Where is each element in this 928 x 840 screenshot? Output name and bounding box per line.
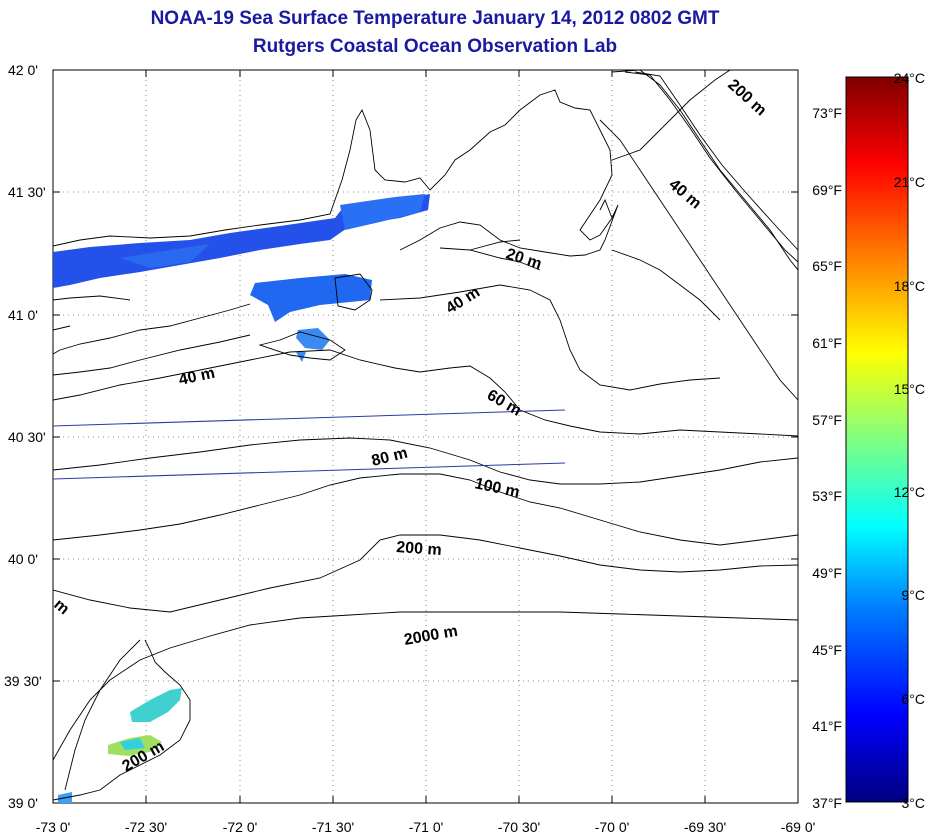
f-label-37: 37°F <box>812 795 842 811</box>
lat-label-40-30: 40 30' <box>8 429 46 445</box>
colorbar <box>845 76 909 803</box>
sst-patch-sound-warm <box>120 244 210 268</box>
sst-patch-canyon-c <box>120 738 145 750</box>
lat-label-42: 42 0' <box>8 62 38 78</box>
lat-label-41-30: 41 30' <box>8 184 46 200</box>
lon-label-73: -73 0' <box>36 819 71 835</box>
c-label-18: 18°C <box>894 278 925 294</box>
lat-label-41: 41 0' <box>8 307 38 323</box>
map-title: NOAA-19 Sea Surface Temperature January … <box>150 8 720 29</box>
c-label-9: 9°C <box>902 587 926 603</box>
lat-label-40: 40 0' <box>8 551 38 567</box>
colorbar-fahrenheit-labels: 73°F 69°F 65°F 61°F 57°F 53°F 49°F 45°F … <box>812 105 842 811</box>
lon-label-72: -72 0' <box>223 819 258 835</box>
c-label-3: 3°C <box>902 795 926 811</box>
f-label-49: 49°F <box>812 565 842 581</box>
axis-ticks <box>53 69 798 803</box>
c-label-21: 21°C <box>894 174 925 190</box>
coastline <box>53 70 731 376</box>
c-label-15: 15°C <box>894 381 925 397</box>
lon-label-71-30: -71 30' <box>312 819 354 835</box>
lon-label-70-30: -70 30' <box>498 819 540 835</box>
lon-label-69: -69 0' <box>781 819 816 835</box>
sst-patch-block-island <box>250 274 372 322</box>
sst-patch-canyon-a <box>130 688 182 722</box>
f-label-61: 61°F <box>812 335 842 351</box>
f-label-41: 41°F <box>812 718 842 734</box>
latitude-labels: 42 0' 41 30' 41 0' 40 30' 40 0' 39 30' 3… <box>4 62 46 811</box>
lon-label-71: -71 0' <box>409 819 444 835</box>
f-label-65: 65°F <box>812 258 842 274</box>
map-subtitle: Rutgers Coastal Ocean Observation Lab <box>252 36 618 57</box>
f-label-73: 73°F <box>812 105 842 121</box>
graticule <box>53 70 798 803</box>
swath-lines <box>53 409 566 480</box>
bathymetry-contours <box>53 70 798 801</box>
f-label-69: 69°F <box>812 182 842 198</box>
f-label-45: 45°F <box>812 642 842 658</box>
c-label-24: 24°C <box>894 70 925 86</box>
c-label-12: 12°C <box>894 484 925 500</box>
longitude-labels: -73 0' -72 30' -72 0' -71 30' -71 0' -70… <box>36 819 816 835</box>
colorbar-celsius-labels: 24°C 21°C 18°C 15°C 12°C 9°C 6°C 3°C <box>894 70 925 811</box>
sst-data-patches <box>53 194 430 803</box>
lat-label-39: 39 0' <box>8 795 38 811</box>
lon-label-70: -70 0' <box>595 819 630 835</box>
lon-label-72-30: -72 30' <box>125 819 167 835</box>
contour-label-200m-a: 200 m <box>396 539 442 559</box>
lat-label-39-30: 39 30' <box>4 673 42 689</box>
c-label-6: 6°C <box>902 691 926 707</box>
f-label-53: 53°F <box>812 488 842 504</box>
f-label-57: 57°F <box>812 412 842 428</box>
sst-patch-buzzards <box>340 194 425 230</box>
lon-label-69-30: -69 30' <box>684 819 726 835</box>
